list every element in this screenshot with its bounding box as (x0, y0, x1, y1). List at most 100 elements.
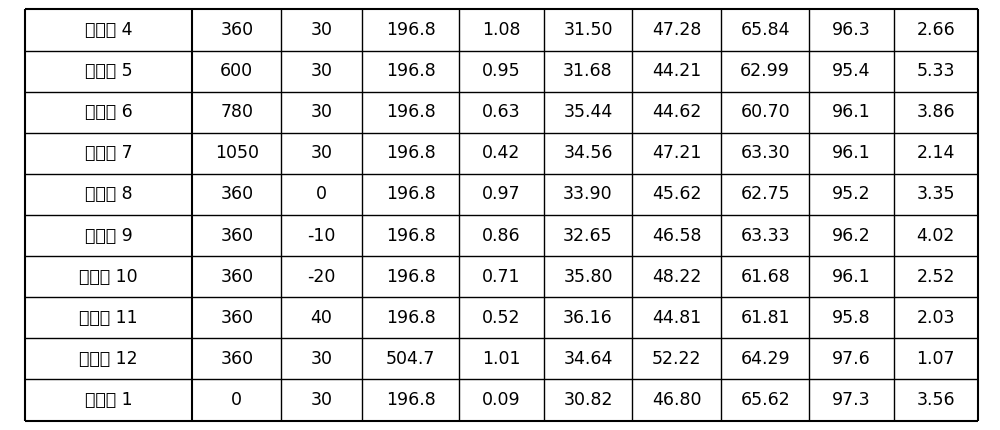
Text: 0.52: 0.52 (482, 309, 521, 327)
Text: 2.14: 2.14 (917, 144, 955, 163)
Text: 360: 360 (220, 21, 253, 39)
Text: 64.29: 64.29 (740, 350, 790, 368)
Text: 3.56: 3.56 (917, 391, 955, 409)
Text: 32.65: 32.65 (563, 227, 613, 245)
Text: 47.21: 47.21 (652, 144, 701, 163)
Text: 实施例 4: 实施例 4 (85, 21, 132, 39)
Text: 34.64: 34.64 (563, 350, 613, 368)
Text: 2.66: 2.66 (916, 21, 955, 39)
Text: 45.62: 45.62 (652, 185, 701, 203)
Text: 97.6: 97.6 (832, 350, 871, 368)
Text: 360: 360 (220, 185, 253, 203)
Text: 40: 40 (311, 309, 333, 327)
Text: 0.97: 0.97 (482, 185, 521, 203)
Text: 196.8: 196.8 (386, 267, 436, 286)
Text: 65.62: 65.62 (740, 391, 790, 409)
Text: 44.62: 44.62 (652, 103, 701, 121)
Text: 实施例 9: 实施例 9 (85, 227, 133, 245)
Text: 实施例 7: 实施例 7 (85, 144, 133, 163)
Text: 61.68: 61.68 (740, 267, 790, 286)
Text: 33.90: 33.90 (563, 185, 613, 203)
Text: 2.03: 2.03 (917, 309, 955, 327)
Text: 0.09: 0.09 (482, 391, 521, 409)
Text: 实施例 6: 实施例 6 (85, 103, 133, 121)
Text: 360: 360 (220, 350, 253, 368)
Text: 30: 30 (311, 144, 333, 163)
Text: 196.8: 196.8 (386, 185, 436, 203)
Text: 30: 30 (311, 103, 333, 121)
Text: 60.70: 60.70 (740, 103, 790, 121)
Text: 实施例 8: 实施例 8 (85, 185, 133, 203)
Text: 780: 780 (220, 103, 253, 121)
Text: 0.86: 0.86 (482, 227, 521, 245)
Text: 0.71: 0.71 (482, 267, 521, 286)
Text: 实施例 5: 实施例 5 (85, 62, 133, 80)
Text: 0.95: 0.95 (482, 62, 521, 80)
Text: 34.56: 34.56 (563, 144, 613, 163)
Text: 0.63: 0.63 (482, 103, 521, 121)
Text: 48.22: 48.22 (652, 267, 701, 286)
Text: 360: 360 (220, 267, 253, 286)
Text: 实施例 11: 实施例 11 (79, 309, 138, 327)
Text: -10: -10 (307, 227, 336, 245)
Text: 61.81: 61.81 (740, 309, 790, 327)
Text: 1.08: 1.08 (482, 21, 521, 39)
Text: 600: 600 (220, 62, 253, 80)
Text: 30: 30 (311, 62, 333, 80)
Text: 1050: 1050 (215, 144, 259, 163)
Text: 196.8: 196.8 (386, 62, 436, 80)
Text: 31.68: 31.68 (563, 62, 613, 80)
Text: 4.02: 4.02 (917, 227, 955, 245)
Text: 0: 0 (316, 185, 327, 203)
Text: 5.33: 5.33 (917, 62, 955, 80)
Text: 3.86: 3.86 (917, 103, 955, 121)
Text: 196.8: 196.8 (386, 309, 436, 327)
Text: 30: 30 (311, 391, 333, 409)
Text: 196.8: 196.8 (386, 103, 436, 121)
Text: 62.99: 62.99 (740, 62, 790, 80)
Text: 196.8: 196.8 (386, 391, 436, 409)
Text: 62.75: 62.75 (740, 185, 790, 203)
Text: 63.33: 63.33 (740, 227, 790, 245)
Text: 46.58: 46.58 (652, 227, 701, 245)
Text: 196.8: 196.8 (386, 21, 436, 39)
Text: 35.80: 35.80 (563, 267, 613, 286)
Text: 95.2: 95.2 (832, 185, 871, 203)
Text: 44.81: 44.81 (652, 309, 701, 327)
Text: 3.35: 3.35 (917, 185, 955, 203)
Text: 196.8: 196.8 (386, 144, 436, 163)
Text: 96.2: 96.2 (832, 227, 871, 245)
Text: 52.22: 52.22 (652, 350, 701, 368)
Text: 504.7: 504.7 (386, 350, 435, 368)
Text: 97.3: 97.3 (832, 391, 871, 409)
Text: 2.52: 2.52 (917, 267, 955, 286)
Text: 0.42: 0.42 (482, 144, 521, 163)
Text: 65.84: 65.84 (740, 21, 790, 39)
Text: 30.82: 30.82 (563, 391, 613, 409)
Text: 实施例 10: 实施例 10 (79, 267, 138, 286)
Text: 46.80: 46.80 (652, 391, 701, 409)
Text: -20: -20 (307, 267, 336, 286)
Text: 31.50: 31.50 (563, 21, 613, 39)
Text: 95.4: 95.4 (832, 62, 871, 80)
Text: 96.1: 96.1 (832, 267, 871, 286)
Text: 0: 0 (231, 391, 242, 409)
Text: 30: 30 (311, 350, 333, 368)
Text: 96.1: 96.1 (832, 103, 871, 121)
Text: 95.8: 95.8 (832, 309, 871, 327)
Text: 36.16: 36.16 (563, 309, 613, 327)
Text: 1.01: 1.01 (482, 350, 521, 368)
Text: 44.21: 44.21 (652, 62, 701, 80)
Text: 360: 360 (220, 227, 253, 245)
Text: 63.30: 63.30 (740, 144, 790, 163)
Text: 96.3: 96.3 (832, 21, 871, 39)
Text: 47.28: 47.28 (652, 21, 701, 39)
Text: 30: 30 (311, 21, 333, 39)
Text: 360: 360 (220, 309, 253, 327)
Text: 196.8: 196.8 (386, 227, 436, 245)
Text: 对比例 1: 对比例 1 (85, 391, 133, 409)
Text: 实施例 12: 实施例 12 (79, 350, 138, 368)
Text: 96.1: 96.1 (832, 144, 871, 163)
Text: 35.44: 35.44 (563, 103, 613, 121)
Text: 1.07: 1.07 (917, 350, 955, 368)
